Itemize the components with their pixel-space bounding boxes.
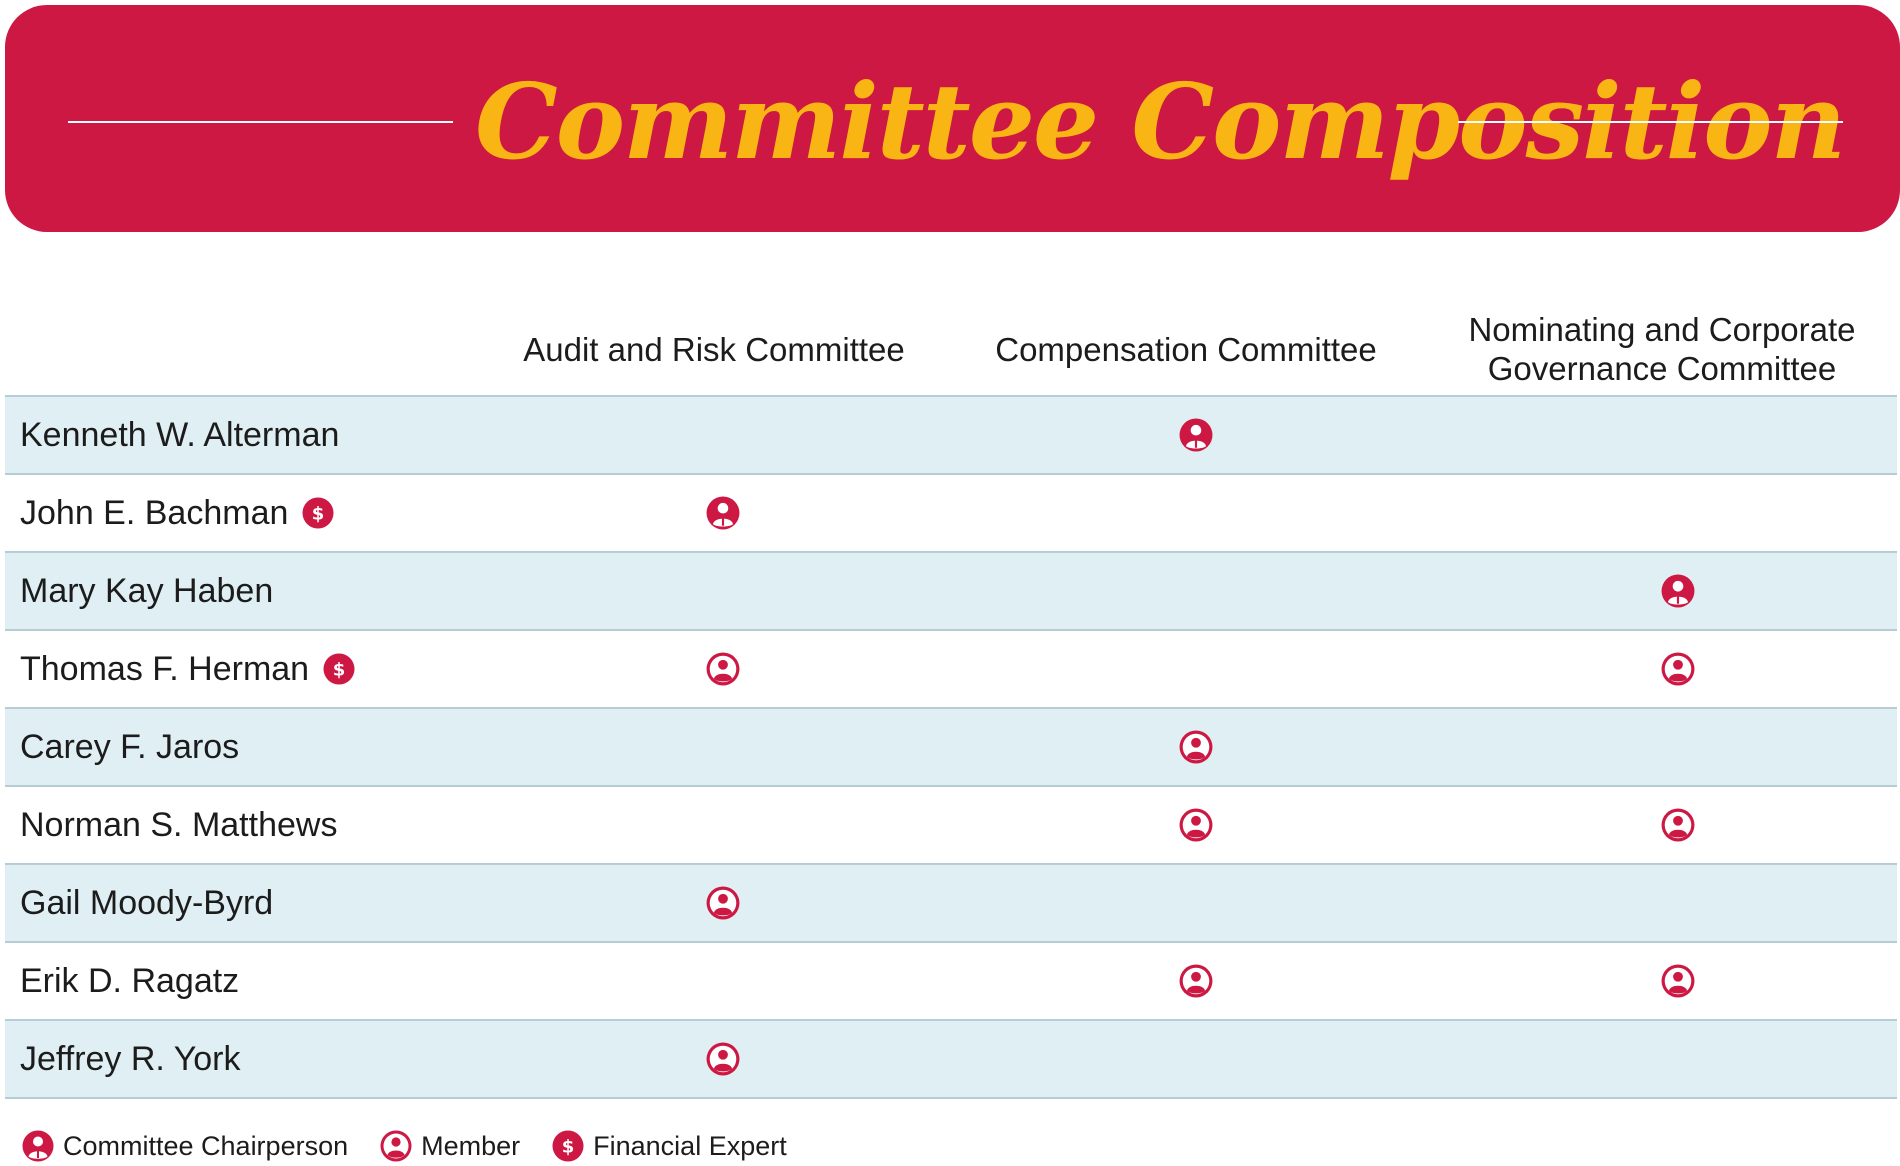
chairperson-icon xyxy=(1179,418,1213,452)
director-name-cell: Kenneth W. Alterman xyxy=(20,397,339,473)
role-cell xyxy=(1648,943,1708,1019)
member-icon xyxy=(1661,652,1695,686)
role-cell xyxy=(1166,709,1226,785)
legend-expert-label: Financial Expert xyxy=(593,1130,787,1161)
svg-text:$: $ xyxy=(562,1137,575,1158)
member-icon xyxy=(380,1130,412,1162)
chairperson-icon xyxy=(706,496,740,530)
banner-rule-left xyxy=(68,121,453,123)
director-name: John E. Bachman xyxy=(20,493,289,532)
member-icon xyxy=(1179,964,1213,998)
legend-member: Member xyxy=(380,1130,520,1162)
title-banner: Committee Composition xyxy=(5,5,1900,232)
page-title: Committee Composition xyxy=(475,60,1846,183)
legend-chair-label: Committee Chairperson xyxy=(63,1130,349,1161)
svg-text:$: $ xyxy=(312,504,325,525)
director-name-cell: Erik D. Ragatz xyxy=(20,943,239,1019)
table-row: Erik D. Ragatz xyxy=(5,943,1897,1021)
role-cell xyxy=(1648,631,1708,707)
role-cell xyxy=(1648,787,1708,863)
legend-member-label: Member xyxy=(421,1130,521,1161)
banner-rule-right xyxy=(1458,121,1843,123)
column-header-label: Audit and Risk Committee xyxy=(523,331,905,368)
role-cell xyxy=(1166,787,1226,863)
director-name-cell: Carey F. Jaros xyxy=(20,709,239,785)
column-header-audit: Audit and Risk Committee xyxy=(498,330,930,369)
member-icon xyxy=(1179,730,1213,764)
director-name-cell: Gail Moody-Byrd xyxy=(20,865,273,941)
role-cell xyxy=(1166,397,1226,473)
column-header-label: Nominating and Corporate xyxy=(1468,311,1856,348)
role-cell xyxy=(693,1021,753,1097)
table-row: Carey F. Jaros xyxy=(5,709,1897,787)
director-name: Jeffrey R. York xyxy=(20,1039,241,1078)
table-row: Mary Kay Haben xyxy=(5,553,1897,631)
member-icon xyxy=(1179,808,1213,842)
legend-chair: Committee Chairperson xyxy=(22,1130,348,1162)
table-row: Gail Moody-Byrd xyxy=(5,865,1897,943)
table-row: Jeffrey R. York xyxy=(5,1021,1897,1099)
legend: Committee Chairperson Member $ Financial… xyxy=(22,1126,819,1166)
director-name: Carey F. Jaros xyxy=(20,727,240,766)
financial-expert-icon: $ xyxy=(552,1130,584,1162)
financial-expert-icon: $ xyxy=(302,497,334,529)
member-icon xyxy=(706,886,740,920)
chairperson-icon xyxy=(1661,574,1695,608)
column-header-nominating: Nominating and Corporate Governance Comm… xyxy=(1446,310,1878,388)
table-row: Kenneth W. Alterman xyxy=(5,397,1897,475)
role-cell xyxy=(1648,553,1708,629)
chairperson-icon xyxy=(22,1130,54,1162)
role-cell xyxy=(693,475,753,551)
member-icon xyxy=(1661,964,1695,998)
legend-expert: $ Financial Expert xyxy=(552,1130,787,1162)
table-row: Norman S. Matthews xyxy=(5,787,1897,865)
director-name-cell: Jeffrey R. York xyxy=(20,1021,241,1097)
column-header-label-line2: Governance Committee xyxy=(1487,350,1837,387)
director-name: Erik D. Ragatz xyxy=(20,961,240,1000)
role-cell xyxy=(1166,943,1226,1019)
director-name: Norman S. Matthews xyxy=(20,805,338,844)
role-cell xyxy=(693,631,753,707)
member-icon xyxy=(706,1042,740,1076)
director-name: Mary Kay Haben xyxy=(20,571,274,610)
director-name-cell: John E. Bachman $ xyxy=(20,475,334,551)
member-icon xyxy=(706,652,740,686)
column-header-compensation: Compensation Committee xyxy=(970,330,1402,369)
financial-expert-icon: $ xyxy=(323,653,355,685)
director-name-cell: Mary Kay Haben xyxy=(20,553,273,629)
table-row: Thomas F. Herman $ xyxy=(5,631,1897,709)
director-name: Kenneth W. Alterman xyxy=(20,415,340,454)
director-name-cell: Thomas F. Herman $ xyxy=(20,631,355,707)
role-cell xyxy=(693,865,753,941)
composition-table: Kenneth W. Alterman John E. Bachman $ Mary … xyxy=(5,395,1897,1099)
director-name-cell: Norman S. Matthews xyxy=(20,787,337,863)
svg-text:$: $ xyxy=(333,660,346,681)
director-name: Thomas F. Herman xyxy=(20,649,310,688)
director-name: Gail Moody-Byrd xyxy=(20,883,274,922)
member-icon xyxy=(1661,808,1695,842)
table-row: John E. Bachman $ xyxy=(5,475,1897,553)
column-header-label: Compensation Committee xyxy=(995,331,1377,368)
